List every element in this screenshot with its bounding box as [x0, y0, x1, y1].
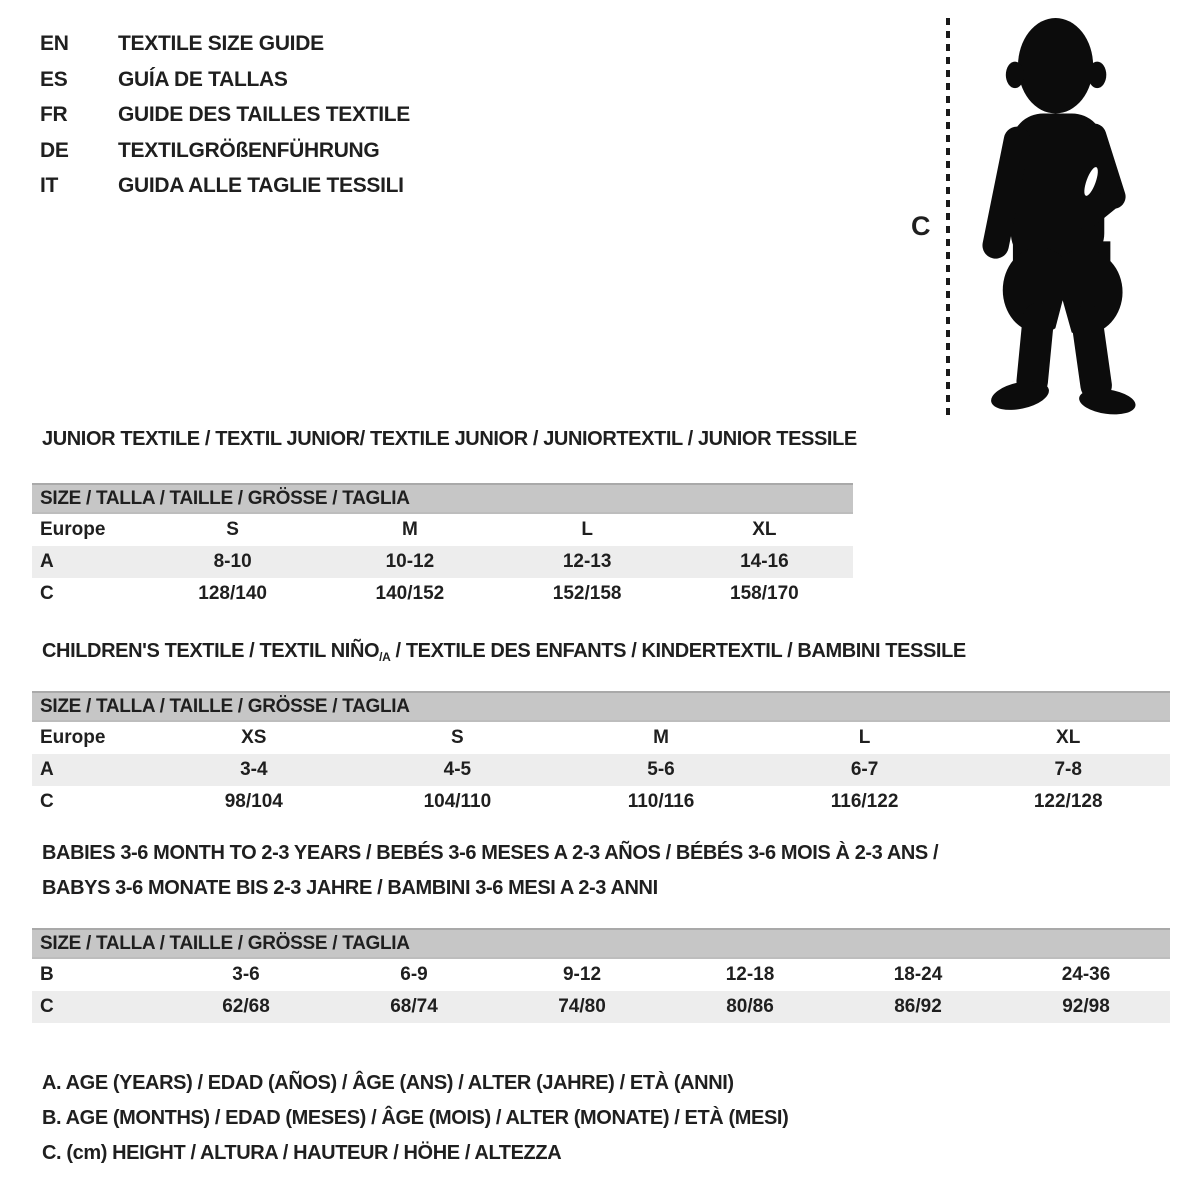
- height-measure-label: C: [911, 211, 931, 241]
- height-cell: 110/116: [627, 791, 695, 812]
- age-cell: 4-5: [355, 754, 560, 786]
- table-row-height: C 128/140 140/152 152/158 158/170: [32, 578, 853, 610]
- size-cell: S: [226, 519, 239, 540]
- table-row-height: C 98/104 104/110 110/116 116/122 122/128: [32, 786, 1170, 818]
- language-row: FR GUIDE DES TAILLES TEXTILE: [40, 97, 410, 133]
- size-cell: XS: [241, 727, 267, 748]
- legend-line-height: C. (cm) HEIGHT / ALTURA / HAUTEUR / HÖHE…: [42, 1142, 562, 1164]
- table-row-age: A 8-10 10-12 12-13 14-16: [32, 546, 853, 578]
- height-cell: 80/86: [666, 991, 834, 1023]
- height-cell: 92/98: [1002, 991, 1170, 1023]
- table-row-europe: Europe S M L XL: [32, 513, 853, 546]
- height-cell: 104/110: [423, 791, 492, 812]
- size-cell: M: [401, 519, 418, 540]
- age-cell: 12-18: [725, 964, 775, 985]
- row-label: C: [40, 791, 54, 812]
- size-cell: XL: [752, 519, 777, 540]
- language-row: ES GUÍA DE TALLAS: [40, 62, 410, 98]
- height-cell: 86/92: [834, 991, 1002, 1023]
- section-title-children: CHILDREN'S TEXTILE / TEXTIL NIÑO/A / TEX…: [42, 640, 966, 664]
- height-cell: 152/158: [552, 583, 622, 604]
- table-header-row: SIZE / TALLA / TAILLE / GRÖSSE / TAGLIA: [32, 691, 1170, 722]
- table-row-height: C 62/68 68/74 74/80 80/86 86/92 92/98: [32, 991, 1170, 1023]
- language-code: FR: [40, 103, 68, 126]
- language-title: GUIDE DES TAILLES TEXTILE: [118, 103, 410, 126]
- height-cell: 98/104: [224, 791, 283, 812]
- age-cell: 6-9: [400, 964, 428, 985]
- children-size-table: SIZE / TALLA / TAILLE / GRÖSSE / TAGLIA …: [32, 691, 1170, 818]
- row-label: Europe: [40, 519, 106, 540]
- section-title-junior: JUNIOR TEXTILE / TEXTIL JUNIOR/ TEXTILE …: [42, 428, 857, 450]
- age-cell: 3-4: [152, 754, 356, 786]
- table-row-age: A 3-4 4-5 5-6 6-7 7-8: [32, 754, 1170, 786]
- language-title: TEXTILE SIZE GUIDE: [118, 32, 324, 55]
- section-title-text: CHILDREN'S TEXTILE / TEXTIL NIÑO: [42, 640, 380, 662]
- size-cell: M: [653, 727, 669, 748]
- age-cell: 3-6: [232, 964, 260, 985]
- language-code: ES: [40, 67, 68, 91]
- size-header-bar: SIZE / TALLA / TAILLE / GRÖSSE / TAGLIA: [32, 928, 1170, 959]
- table-row-europe: Europe XS S M L XL: [32, 721, 1170, 754]
- age-cell: 6-7: [762, 754, 967, 786]
- height-cell: 122/128: [1033, 791, 1103, 812]
- language-code: DE: [40, 138, 69, 162]
- language-title: GUÍA DE TALLAS: [118, 67, 288, 91]
- height-dashed-line: [946, 18, 950, 419]
- language-title: GUIDA ALLE TAGLIE TESSILI: [118, 174, 404, 197]
- row-label: A: [32, 754, 152, 786]
- section-title-babies-line1: BABIES 3-6 MONTH TO 2-3 YEARS / BEBÉS 3-…: [42, 842, 939, 864]
- row-label: A: [32, 546, 144, 578]
- size-cell: S: [451, 727, 464, 748]
- language-row: IT GUIDA ALLE TAGLIE TESSILI: [40, 168, 410, 204]
- language-row: DE TEXTILGRÖßENFÜHRUNG: [40, 133, 410, 169]
- legend-line-age-months: B. AGE (MONTHS) / EDAD (MESES) / ÂGE (MO…: [42, 1107, 789, 1129]
- babies-size-table: SIZE / TALLA / TAILLE / GRÖSSE / TAGLIA …: [32, 928, 1170, 1023]
- size-header-bar: SIZE / TALLA / TAILLE / GRÖSSE / TAGLIA: [32, 483, 853, 514]
- section-title-text: / TEXTILE DES ENFANTS / KINDERTEXTIL / B…: [390, 640, 967, 662]
- age-cell: 24-36: [1061, 964, 1111, 985]
- language-list: EN TEXTILE SIZE GUIDE ES GUÍA DE TALLAS FR…: [40, 26, 410, 204]
- age-cell: 12-13: [498, 546, 676, 578]
- row-label: C: [40, 583, 54, 604]
- age-cell: 10-12: [321, 546, 499, 578]
- language-title: TEXTILGRÖßENFÜHRUNG: [118, 138, 380, 162]
- height-cell: 74/80: [498, 991, 666, 1023]
- size-cell: L: [581, 519, 593, 540]
- toddler-silhouette-icon: [982, 18, 1136, 415]
- height-cell: 158/170: [730, 583, 799, 604]
- row-label: Europe: [40, 727, 106, 748]
- table-header-row: SIZE / TALLA / TAILLE / GRÖSSE / TAGLIA: [32, 928, 1170, 959]
- age-cell: 14-16: [675, 546, 853, 578]
- height-cell: 62/68: [162, 991, 330, 1023]
- legend-line-age-years: A. AGE (YEARS) / EDAD (AÑOS) / ÂGE (ANS)…: [42, 1072, 734, 1094]
- language-row: EN TEXTILE SIZE GUIDE: [40, 26, 410, 62]
- row-label: C: [32, 991, 162, 1023]
- table-row-age-months: B 3-6 6-9 9-12 12-18 18-24 24-36: [32, 958, 1170, 991]
- section-title-babies-line2: BABYS 3-6 MONATE BIS 2-3 JAHRE / BAMBINI…: [42, 877, 658, 899]
- size-cell: L: [858, 727, 871, 748]
- junior-size-table: SIZE / TALLA / TAILLE / GRÖSSE / TAGLIA …: [32, 483, 853, 610]
- section-title-subscript: /A: [379, 650, 391, 664]
- table-header-row: SIZE / TALLA / TAILLE / GRÖSSE / TAGLIA: [32, 483, 853, 514]
- size-header-bar: SIZE / TALLA / TAILLE / GRÖSSE / TAGLIA: [32, 691, 1170, 722]
- measure-legend: A. AGE (YEARS) / EDAD (AÑOS) / ÂGE (ANS)…: [42, 1066, 789, 1171]
- age-cell: 8-10: [144, 546, 322, 578]
- height-cell: 116/122: [830, 791, 899, 812]
- height-cell: 68/74: [330, 991, 498, 1023]
- language-code: EN: [40, 32, 69, 55]
- height-cell: 128/140: [198, 583, 267, 604]
- row-label: B: [40, 964, 54, 985]
- size-cell: XL: [1056, 727, 1081, 748]
- height-cell: 140/152: [375, 583, 445, 604]
- language-code: IT: [40, 174, 59, 197]
- age-cell: 9-12: [562, 964, 602, 985]
- age-cell: 5-6: [559, 754, 763, 786]
- age-cell: 7-8: [966, 754, 1170, 786]
- age-cell: 18-24: [893, 964, 943, 985]
